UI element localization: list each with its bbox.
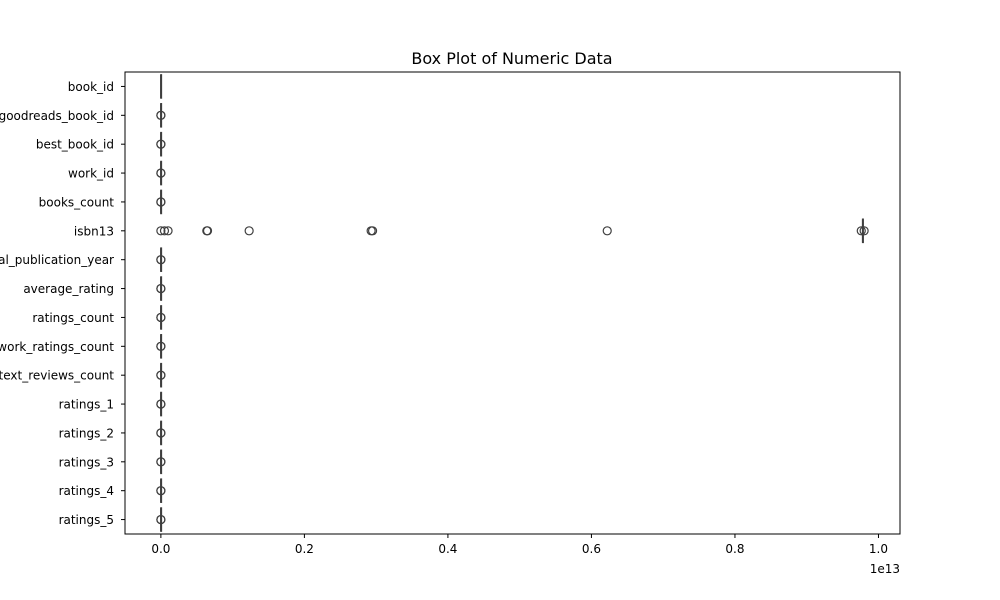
- y-tick-label: books_count: [39, 195, 115, 209]
- axes-frame: [124, 71, 901, 535]
- outlier-point: [156, 226, 166, 236]
- box-ratings_4: [156, 478, 166, 503]
- x-tick-label: 0.8: [725, 542, 744, 556]
- y-tick-label: ratings_1: [59, 398, 114, 412]
- box-ratings_1: [156, 391, 166, 417]
- y-tick-label: work_ratings_count: [0, 340, 114, 354]
- y-tick-label: ratings_count: [32, 311, 114, 325]
- box-goodreads_book_id: [156, 103, 166, 128]
- x-tick-label: 0.0: [151, 542, 170, 556]
- chart-title: Box Plot of Numeric Data: [411, 49, 612, 68]
- outlier-point: [859, 226, 869, 236]
- plot-area: [156, 74, 869, 532]
- box-work_ratings_count: [156, 334, 166, 359]
- y-tick-label: isbn13: [74, 224, 114, 238]
- box-ratings_3: [156, 449, 166, 475]
- outlier-point: [156, 283, 166, 294]
- outlier-point: [202, 226, 213, 236]
- y-tick-label: best_book_id: [36, 138, 114, 152]
- outlier-point: [156, 197, 166, 207]
- y-axis: book_id goodreads_book_id best_book_idwork…: [0, 80, 125, 527]
- outlier-point: [163, 226, 173, 236]
- box-original_publication_year: [156, 247, 166, 272]
- outlier-point: [156, 486, 166, 496]
- outlier-point: [156, 428, 166, 438]
- x-axis-offset-label: 1e13: [870, 562, 900, 576]
- box-average_rating: [156, 276, 166, 301]
- outlier-point: [367, 226, 378, 236]
- outlier-point: [156, 110, 166, 120]
- x-tick-label: 0.4: [438, 542, 457, 556]
- outlier-point: [159, 226, 170, 236]
- box-books_count: [156, 189, 166, 215]
- outlier-point: [856, 226, 866, 236]
- outlier-point: [156, 139, 166, 149]
- box-book_id: [160, 74, 163, 99]
- box-work_id: [156, 160, 166, 186]
- outlier-point: [156, 399, 166, 409]
- y-tick-label: ratings_3: [59, 455, 114, 469]
- y-tick-label: ratings_4: [59, 484, 114, 498]
- outlier-point: [156, 168, 166, 178]
- box-ratings_5: [156, 507, 166, 532]
- outlier-point: [156, 341, 166, 351]
- y-tick-label: goodreads_book_id: [0, 109, 114, 123]
- outlier-point: [602, 226, 612, 236]
- outlier-point: [156, 255, 166, 265]
- outlier-point: [156, 514, 166, 525]
- outlier-point: [156, 312, 166, 323]
- outlier-point: [244, 226, 254, 236]
- x-axis: 0.0 0.2 0.4 0.6 0.8 1.0: [151, 534, 888, 556]
- x-tick-label: 1.0: [869, 542, 888, 556]
- y-tick-label: work_text_reviews_count: [0, 369, 114, 383]
- x-tick-label: 0.2: [295, 542, 314, 556]
- y-tick-label: original_publication_year: [0, 253, 114, 267]
- y-tick-label: ratings_5: [59, 513, 114, 527]
- box-ratings_2: [156, 420, 166, 446]
- y-tick-label: book_id: [68, 80, 114, 94]
- box-best_book_id: [156, 131, 166, 157]
- box-isbn13: [156, 218, 869, 244]
- box-work_text_reviews_count: [156, 362, 166, 388]
- x-tick-label: 0.6: [582, 542, 601, 556]
- box-ratings_count: [156, 305, 166, 330]
- outlier-point: [156, 457, 166, 467]
- y-tick-label: work_id: [68, 167, 114, 181]
- outlier-point: [156, 370, 166, 380]
- y-tick-label: average_rating: [23, 282, 114, 296]
- y-tick-label: ratings_2: [59, 426, 114, 440]
